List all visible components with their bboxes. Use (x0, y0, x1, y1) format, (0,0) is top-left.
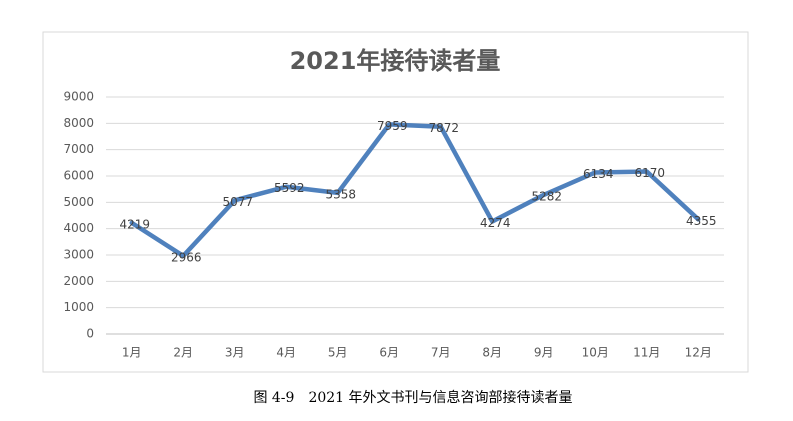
data-label: 5282 (531, 189, 562, 203)
data-label: 5077 (222, 195, 253, 209)
x-tick-label: 9月 (534, 346, 554, 360)
y-tick-label: 7000 (63, 142, 94, 156)
x-tick-label: 2月 (173, 346, 193, 360)
data-label: 4274 (480, 216, 511, 230)
y-tick-label: 3000 (63, 248, 94, 262)
x-tick-label: 8月 (482, 346, 502, 360)
x-tick-label: 5月 (328, 346, 348, 360)
x-tick-label: 6月 (379, 346, 399, 360)
data-label: 5358 (325, 187, 356, 201)
y-tick-label: 9000 (63, 90, 94, 104)
data-label: 5592 (274, 181, 305, 195)
y-tick-label: 6000 (63, 169, 94, 183)
y-tick-label: 2000 (63, 274, 94, 288)
chart-title: 2021年接待读者量 (290, 47, 501, 75)
data-label: 6170 (634, 166, 665, 180)
x-tick-label: 4月 (276, 346, 296, 360)
data-label: 6134 (583, 167, 614, 181)
x-tick-label: 1月 (122, 346, 142, 360)
data-label: 7959 (377, 119, 408, 133)
x-tick-label: 3月 (225, 346, 245, 360)
x-tick-label: 7月 (431, 346, 451, 360)
data-label: 4219 (119, 217, 150, 231)
y-tick-label: 8000 (63, 116, 94, 130)
figure-caption: 图 4-9 2021 年外文书刊与信息咨询部接待读者量 (253, 389, 572, 406)
y-tick-label: 1000 (63, 300, 94, 314)
data-label: 4355 (686, 214, 717, 228)
data-label: 2966 (171, 250, 202, 264)
x-tick-label: 11月 (633, 346, 660, 360)
data-label: 7872 (428, 121, 459, 135)
data-line (129, 122, 701, 259)
x-tick-label: 12月 (685, 346, 712, 360)
y-tick-label: 0 (86, 327, 94, 341)
y-tick-label: 4000 (63, 221, 94, 235)
x-tick-label: 10月 (582, 346, 609, 360)
y-tick-label: 5000 (63, 195, 94, 209)
